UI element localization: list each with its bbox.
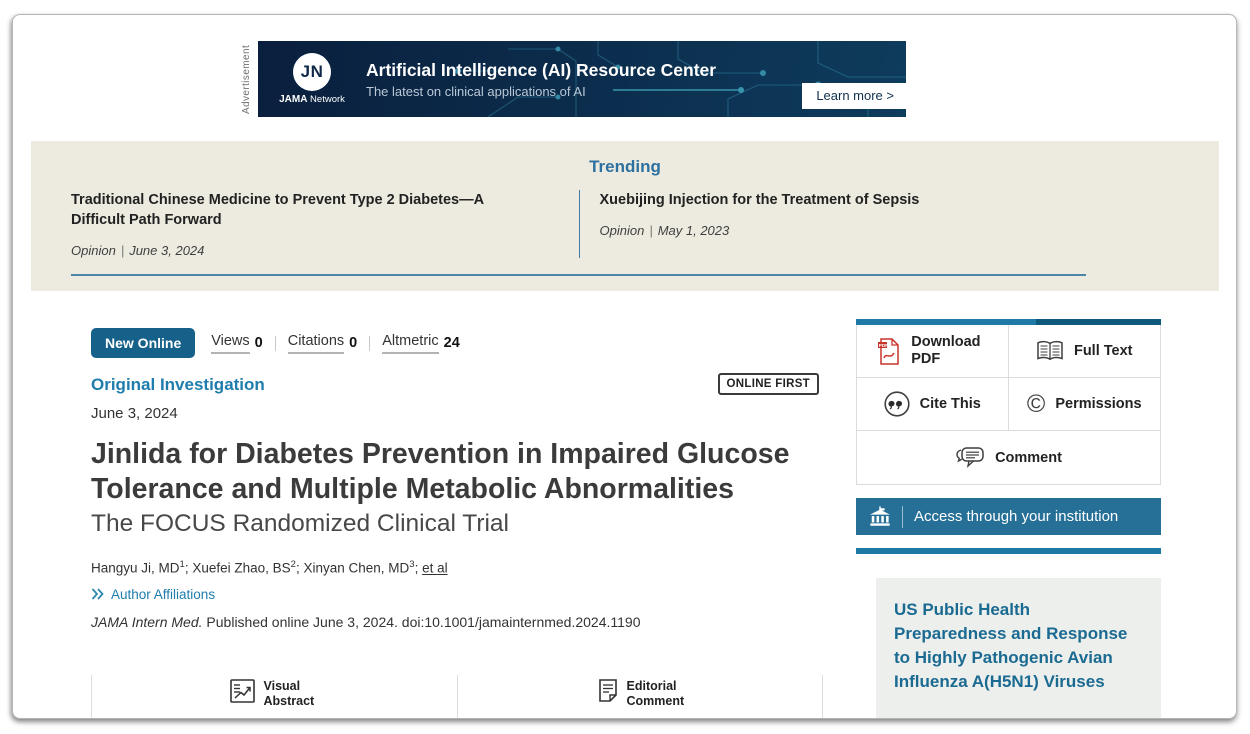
logo-brand-light: Network <box>307 94 345 105</box>
altmetric-count: 24 <box>443 335 460 351</box>
jama-network-logo: JN JAMA Network <box>258 53 366 105</box>
pdf-icon: PDF <box>878 337 899 365</box>
related-article-card[interactable]: US Public Health Preparedness and Respon… <box>876 578 1161 718</box>
article-title: Jinlida for Diabetes Prevention in Impai… <box>91 438 790 505</box>
editorial-comment-icon <box>598 679 617 702</box>
article-toolbox: PDF Download PDF Full Text <box>856 325 1161 485</box>
citations-count: 0 <box>349 335 358 351</box>
divider <box>902 505 903 528</box>
copyright-icon: © <box>1026 389 1046 418</box>
article-category-link[interactable]: Original Investigation <box>91 375 265 394</box>
quote-icon <box>884 391 910 417</box>
banner-subheadline: The latest on clinical applications of A… <box>366 83 586 99</box>
editorial-comment-link[interactable]: Editorial Comment <box>457 675 823 718</box>
institution-access-button[interactable]: Access through your institution <box>856 498 1161 535</box>
visual-abstract-link[interactable]: Visual Abstract <box>91 675 457 718</box>
download-pdf-button[interactable]: PDF Download PDF <box>857 325 1009 378</box>
trending-article-link[interactable]: Xuebijing Injection for the Treatment of… <box>599 192 920 208</box>
related-article-title: US Public Health Preparedness and Respon… <box>894 600 1128 691</box>
article-metrics: Views 0 Citations 0 Altmetric 24 <box>211 333 460 354</box>
full-text-button[interactable]: Full Text <box>1008 325 1160 378</box>
toolbox-accent-bar <box>856 319 1161 325</box>
citations-metric-link[interactable]: Citations <box>287 333 345 354</box>
views-count: 0 <box>254 335 263 351</box>
visual-abstract-icon <box>229 679 255 703</box>
ad-banner[interactable]: JN JAMA Network Artificial Intelligence … <box>258 41 906 117</box>
trending-item: Traditional Chinese Medicine to Prevent … <box>71 190 579 258</box>
altmetric-metric-link[interactable]: Altmetric <box>382 333 439 354</box>
jn-logo-icon: JN <box>293 53 331 91</box>
new-online-badge[interactable]: New Online <box>91 328 196 358</box>
metric-divider <box>274 335 276 351</box>
logo-brand-bold: JAMA <box>279 94 308 105</box>
cite-this-button[interactable]: Cite This <box>857 378 1009 431</box>
permissions-button[interactable]: © Permissions <box>1008 378 1160 431</box>
trending-heading: Trending <box>589 157 661 176</box>
author-list: Hangyu Ji, MD1; Xuefei Zhao, BS2; Xinyan… <box>91 559 448 576</box>
double-chevron-icon <box>91 588 104 600</box>
banner-headline: Artificial Intelligence (AI) Resource Ce… <box>366 59 717 80</box>
comment-bubbles-icon <box>956 446 984 468</box>
author-affiliations-toggle[interactable]: Author Affiliations <box>91 587 823 602</box>
trending-article-link[interactable]: Traditional Chinese Medicine to Prevent … <box>71 192 484 228</box>
svg-text:PDF: PDF <box>879 343 888 348</box>
advertisement-label: Advertisement <box>241 44 252 114</box>
institution-icon <box>869 506 891 526</box>
article-footer-links: Visual Abstract Editorial Comment <box>91 675 823 718</box>
page-card: Advertisement <box>12 14 1237 719</box>
online-first-badge: ONLINE FIRST <box>717 373 819 395</box>
trending-article-meta: Opinion | May 1, 2023 <box>599 223 730 238</box>
trending-item: Xuebijing Injection for the Treatment of… <box>578 190 1087 258</box>
open-book-icon <box>1037 340 1063 361</box>
comment-button[interactable]: Comment <box>857 431 1160 484</box>
publication-date: June 3, 2024 <box>91 405 178 422</box>
metric-divider <box>369 335 371 351</box>
trending-article-meta: Opinion | June 3, 2024 <box>71 243 205 258</box>
et-al-link[interactable]: et al <box>422 560 448 576</box>
trending-section: Trending Traditional Chinese Medicine to… <box>31 141 1219 291</box>
learn-more-button[interactable]: Learn more > <box>802 83 906 109</box>
article-subtitle: The FOCUS Randomized Clinical Trial <box>91 510 509 537</box>
sidebar: PDF Download PDF Full Text <box>856 319 1161 718</box>
journal-citation: JAMA Intern Med. Published online June 3… <box>91 613 641 630</box>
views-metric-link[interactable]: Views <box>211 333 250 354</box>
section-divider-bar <box>856 548 1161 554</box>
